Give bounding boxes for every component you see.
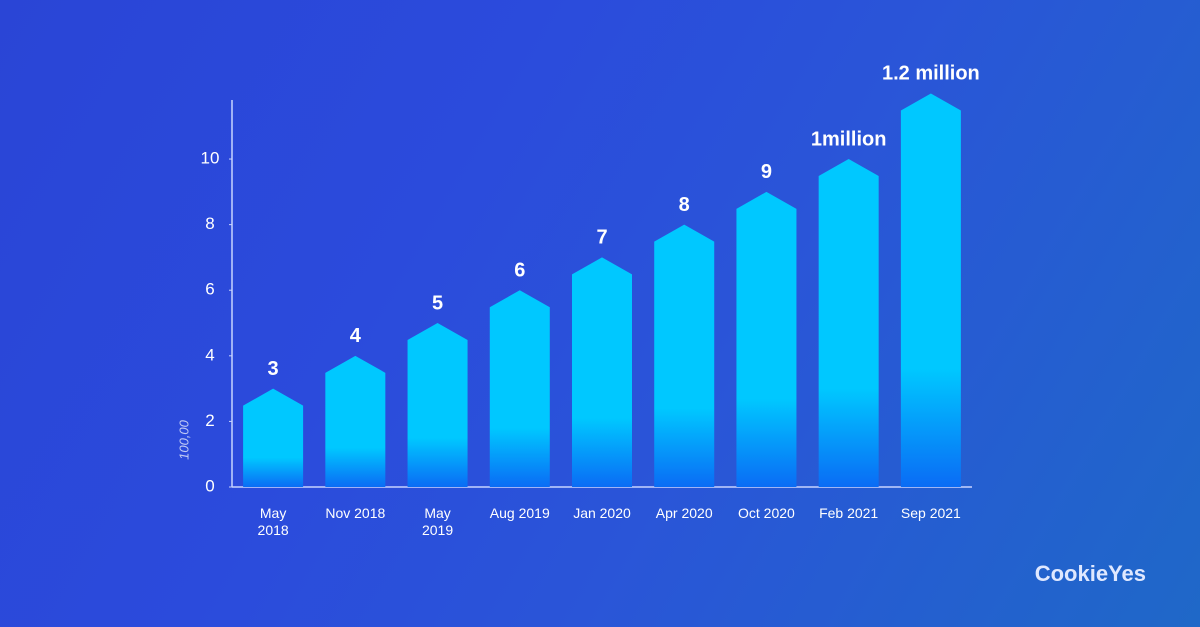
value-label: 7: [596, 227, 607, 249]
x-tick-label: May 2018: [257, 505, 289, 538]
x-tick-label: May 2019: [421, 505, 454, 538]
bar: [407, 323, 468, 487]
value-label: 5: [432, 292, 443, 314]
y-tick-label: 4: [205, 345, 214, 364]
bar: [818, 159, 879, 487]
bar: [325, 355, 386, 487]
x-tick-label: Nov 2018: [325, 505, 386, 521]
x-tick-label: Apr 2020: [655, 505, 713, 521]
x-tick-label: Aug 2019: [489, 505, 550, 521]
value-label: 1.2 million: [882, 63, 980, 85]
value-label: 4: [350, 325, 362, 347]
x-tick-label: Feb 2021: [819, 505, 879, 521]
bar: [243, 388, 304, 487]
bar: [900, 93, 961, 488]
y-tick-label: 6: [205, 280, 214, 299]
bar: [572, 257, 632, 487]
value-label: 8: [679, 194, 690, 216]
value-label: 1million: [811, 128, 887, 150]
y-tick-label: 8: [205, 214, 214, 233]
bar: [654, 224, 715, 487]
value-label: 9: [761, 161, 772, 183]
bar: [736, 191, 797, 487]
value-label: 3: [268, 358, 279, 380]
brand-logo: CookieYes: [1034, 561, 1146, 586]
y-tick-label: 10: [201, 149, 220, 168]
x-tick-label: Sep 2021: [900, 505, 961, 521]
y-tick-label: 2: [205, 411, 214, 430]
x-tick-label: Oct 2020: [738, 505, 795, 521]
value-label: 6: [514, 260, 525, 282]
x-tick-label: Jan 2020: [573, 505, 631, 521]
y-axis-label: 100,00: [176, 419, 191, 460]
y-tick-label: 0: [205, 476, 214, 495]
bar: [489, 290, 550, 487]
